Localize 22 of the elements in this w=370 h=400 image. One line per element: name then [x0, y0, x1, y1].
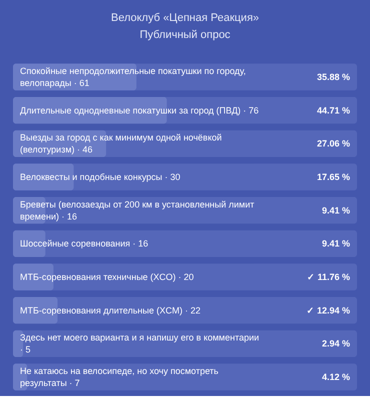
data-label: 4.12 %	[322, 372, 350, 382]
data-label: 17.65 %	[316, 172, 350, 182]
y-tick-label: Бреветы (велозаезды от 200 км в установленный лимит времени) · 16	[20, 199, 254, 222]
y-tick-label: Здесь нет моего варианта и я напишу его в комментарии · 5	[20, 332, 260, 355]
y-tick-label: Шоссейные соревнования · 16	[20, 238, 148, 249]
chart-title: Велоклуб «Цепная Реакция»	[110, 12, 260, 24]
y-tick-label: Выезды за город с как минимум одной ночёвкой (велотуризм) · 46	[20, 132, 222, 155]
data-label: 9.41 %	[322, 205, 350, 216]
data-label: 35.88 %	[316, 72, 350, 82]
chart-subtitle: Публичный опрос	[140, 29, 231, 41]
data-label: ✓ 11.76 %	[306, 272, 350, 282]
y-tick-label: Длительные однодневные покатушки за город (ПВД) · 76	[20, 105, 259, 116]
y-tick-label: Спокойные непродолжительные покатушки по городу, велопарады · 61	[20, 66, 246, 88]
y-tick-label: МТБ-соревнования длительные (XCM) · 22	[20, 305, 200, 316]
y-tick-label: Велоквесты и подобные конкурсы · 30	[20, 172, 180, 182]
y-tick-label: Не катаюсь на велосипеде, но хочу посмотреть результаты · 7	[20, 366, 219, 388]
data-label: 9.41 %	[322, 238, 350, 249]
data-label: ✓ 12.94 %	[306, 305, 350, 316]
y-tick-label: МТБ-соревнования техничные (XCO) · 20	[20, 272, 194, 282]
data-label: 27.06 %	[316, 138, 350, 149]
data-label: 2.94 %	[322, 338, 350, 349]
data-label: 44.71 %	[316, 105, 350, 116]
